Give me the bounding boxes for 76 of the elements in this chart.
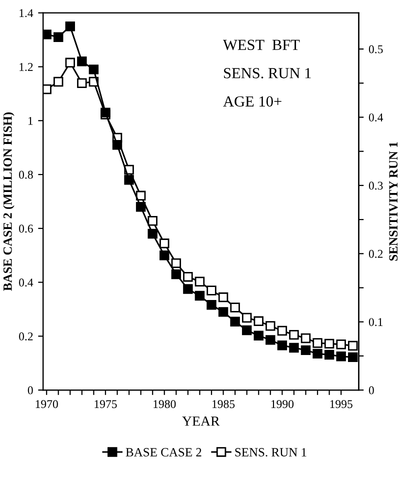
- point: [266, 321, 276, 331]
- annotation: AGE 10+: [223, 96, 282, 107]
- point: [266, 335, 276, 345]
- point: [124, 175, 134, 185]
- point: [77, 56, 87, 66]
- y2-tick-label: 0.4: [368, 113, 384, 122]
- point: [242, 325, 252, 336]
- annotation: WEST BFT: [223, 40, 300, 50]
- point: [77, 78, 87, 88]
- x-tick-label: 1985: [212, 400, 235, 408]
- y-tick-label: 1.2: [20, 63, 33, 72]
- point: [183, 284, 193, 294]
- y-tick-label: 1.4: [20, 9, 34, 18]
- point: [43, 30, 52, 40]
- x-tick-label: 1995: [330, 400, 352, 408]
- point: [289, 330, 299, 340]
- point: [254, 330, 264, 340]
- point: [336, 352, 346, 362]
- point: [43, 84, 52, 94]
- y-tick-label: 0.6: [19, 224, 33, 233]
- point: [183, 272, 193, 282]
- point: [65, 21, 76, 32]
- point: [348, 340, 358, 351]
- point: [254, 316, 264, 326]
- point: [336, 340, 346, 350]
- point: [230, 302, 240, 312]
- point: [88, 64, 99, 74]
- point: [206, 286, 216, 296]
- point: [136, 202, 146, 212]
- x-axis-title: YEAR: [182, 416, 220, 426]
- point: [194, 290, 205, 301]
- point: [300, 333, 311, 344]
- y2-tick-label: 0: [368, 386, 374, 394]
- point: [242, 312, 252, 323]
- y-tick-label: 1: [28, 116, 33, 125]
- point: [218, 307, 228, 317]
- y-tick-label: 0.4: [19, 278, 34, 287]
- annotation: SENS. RUN 1: [224, 68, 311, 78]
- point: [206, 300, 216, 310]
- point: [148, 216, 158, 226]
- point: [54, 76, 64, 87]
- point: [230, 316, 240, 326]
- x-tick-label: 1980: [154, 400, 176, 408]
- point: [289, 342, 299, 353]
- y2-tick-label: 0.5: [368, 45, 383, 54]
- point: [171, 258, 182, 268]
- y-tick-label: 0.8: [19, 170, 33, 179]
- point: [194, 276, 205, 286]
- point: [148, 228, 158, 239]
- y2-tick-label: 0.1: [368, 318, 383, 326]
- point: [218, 292, 228, 302]
- y-tick-label: 0: [28, 386, 33, 394]
- point: [112, 140, 122, 150]
- y-tick-label: 0.2: [19, 332, 33, 340]
- legend-label: SENS. RUN 1: [235, 448, 306, 457]
- x-tick-label: 1990: [271, 400, 294, 408]
- point: [171, 269, 182, 280]
- point: [160, 250, 170, 260]
- point: [277, 326, 288, 336]
- point: [300, 345, 311, 356]
- point: [348, 352, 358, 362]
- y2-tick-label: 0.2: [368, 250, 383, 258]
- point: [160, 238, 170, 248]
- point: [324, 338, 334, 349]
- point: [277, 340, 288, 350]
- y-axis-title: BASE CASE 2 (MILLION FISH): [3, 112, 14, 291]
- point: [312, 338, 322, 348]
- point: [324, 350, 334, 360]
- y2-axis-title: SENSITIVITY RUN 1: [389, 142, 398, 261]
- point: [54, 32, 64, 42]
- x-tick-label: 1970: [36, 400, 58, 408]
- x-tick-label: 1975: [94, 400, 117, 408]
- legend-label: BASE CASE 2: [126, 448, 202, 456]
- point: [65, 58, 76, 68]
- y2-tick-label: 0.3: [368, 182, 383, 190]
- point: [312, 348, 322, 359]
